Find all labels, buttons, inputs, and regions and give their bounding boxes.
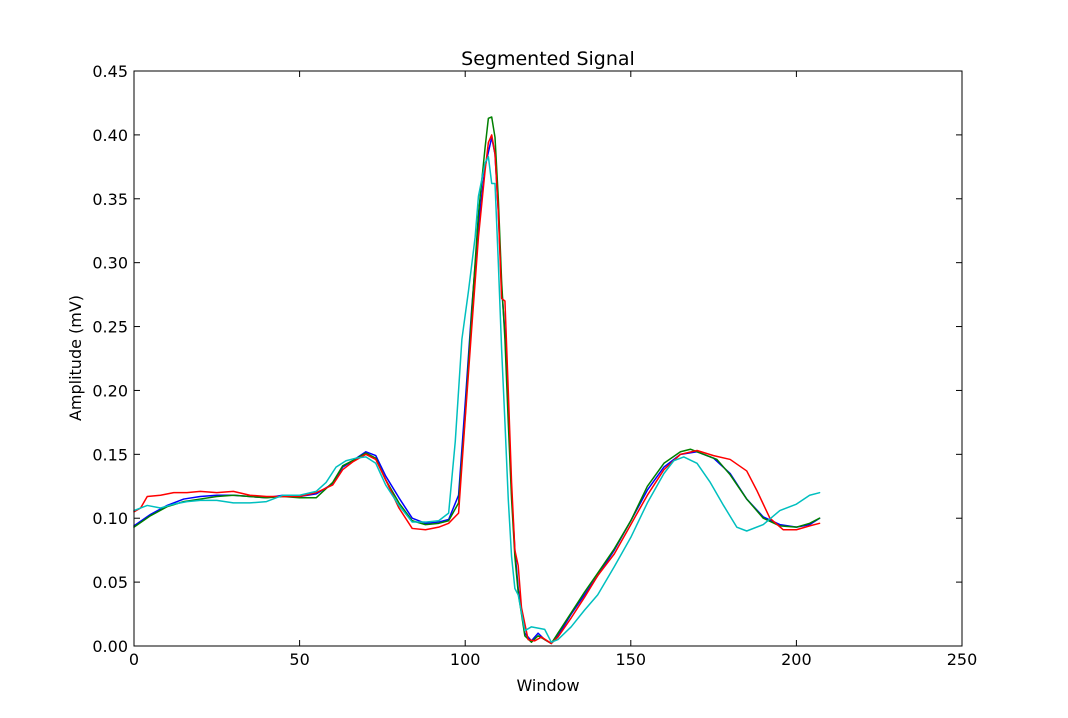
- plot-area-frame: [133, 70, 963, 647]
- y-tick-label: 0.40: [92, 126, 128, 145]
- y-tick-label: 0.05: [92, 573, 128, 592]
- x-tick-label: 100: [450, 650, 481, 669]
- x-axis-label: Window: [516, 676, 579, 695]
- y-tick-label: 0.20: [92, 381, 128, 400]
- y-tick-label: 0.00: [92, 637, 128, 656]
- y-tick-label: 0.30: [92, 254, 128, 273]
- y-tick-label: 0.10: [92, 509, 128, 528]
- x-tick-label: 200: [781, 650, 812, 669]
- x-tick-label: 0: [129, 650, 139, 669]
- y-tick-label: 0.45: [92, 62, 128, 81]
- x-tick-label: 250: [947, 650, 978, 669]
- x-tick-label: 50: [289, 650, 309, 669]
- y-axis-label: Amplitude (mV): [66, 295, 85, 421]
- chart-title: Segmented Signal: [461, 48, 635, 70]
- y-tick-label: 0.35: [92, 190, 128, 209]
- series-layer: [133, 116, 821, 645]
- y-tick-label: 0.15: [92, 445, 128, 464]
- y-tick-label: 0.25: [92, 318, 128, 337]
- series-line-4: [133, 155, 821, 643]
- x-tick-label: 150: [616, 650, 647, 669]
- series-line-2: [133, 116, 821, 645]
- ticks-layer: 0 50 100 150 200 250 0.00 0.05 0.10 0.15 0.20 0.25 0…: [92, 62, 977, 669]
